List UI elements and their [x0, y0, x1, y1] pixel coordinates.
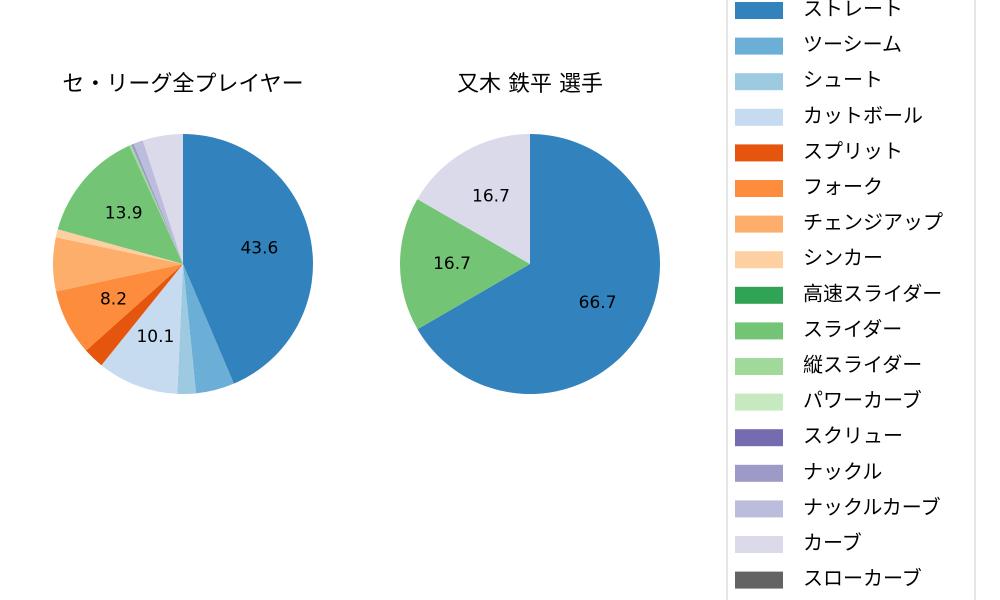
- legend-label: スクリュー: [803, 424, 903, 448]
- legend-swatch: [735, 286, 783, 304]
- legend-swatch: [735, 108, 783, 126]
- pie-slice: [399, 199, 530, 330]
- legend-swatch: [735, 215, 783, 233]
- legend-swatch: [735, 464, 783, 482]
- legend-swatch: [735, 393, 783, 411]
- slice-label: 66.7: [579, 293, 617, 313]
- legend-label: 高速スライダー: [803, 281, 942, 305]
- legend-label: ストレート: [803, 0, 903, 21]
- legend-swatch: [735, 500, 783, 518]
- legend-label: シンカー: [803, 246, 883, 270]
- pie-slice: [57, 145, 183, 264]
- legend-label: ナックル: [803, 459, 882, 483]
- legend-label: シュート: [803, 68, 883, 92]
- legend-swatch: [735, 37, 783, 55]
- legend-swatch: [735, 73, 783, 91]
- pie-slice: [142, 134, 183, 264]
- pie-slice: [417, 134, 661, 394]
- legend-swatch: [735, 180, 783, 197]
- legend-label: スプリット: [803, 139, 903, 163]
- legend-swatch: [735, 322, 783, 340]
- pie-slice: [55, 229, 183, 264]
- chart-title: 又木 鉄平 選手: [457, 72, 603, 97]
- legend-label: カットボール: [803, 103, 923, 127]
- legend-swatch: [735, 536, 783, 553]
- legend-label: パワーカーブ: [803, 388, 922, 412]
- legend-swatch: [735, 2, 783, 19]
- legend-label: カーブ: [803, 531, 862, 555]
- legend-label: ツーシーム: [803, 32, 902, 56]
- pie-slice: [417, 134, 530, 264]
- pie-slice: [183, 264, 234, 394]
- pie-slice: [133, 140, 183, 264]
- legend-frame: [726, 0, 976, 600]
- slice-label: 16.7: [472, 186, 510, 206]
- legend-swatch: [735, 571, 783, 589]
- legend-label: ナックルカーブ: [803, 495, 941, 519]
- slice-label: 13.9: [105, 203, 143, 223]
- pie-slice: [177, 264, 197, 394]
- pie-slice: [131, 143, 183, 264]
- legend-label: スライダー: [803, 317, 902, 341]
- legend-swatch: [735, 429, 783, 447]
- slice-label: 10.1: [136, 327, 174, 347]
- pie-slice: [52, 237, 183, 292]
- legend-swatch: [735, 251, 783, 269]
- pie-slice: [55, 264, 184, 351]
- legend-label: チェンジアップ: [803, 210, 943, 234]
- slice-label: 43.6: [240, 238, 278, 258]
- legend-label: フォーク: [803, 175, 883, 199]
- pie-slice: [101, 264, 183, 394]
- legend-label: スローカーブ: [803, 566, 922, 590]
- legend-swatch: [735, 144, 783, 162]
- slice-label: 8.2: [100, 289, 127, 309]
- slice-label: 16.7: [433, 254, 471, 274]
- legend-label: 縦スライダー: [803, 353, 922, 377]
- chart-title: セ・リーグ全プレイヤー: [62, 72, 303, 97]
- pie-slice: [129, 144, 183, 264]
- pie-slice: [86, 264, 183, 366]
- pie-slice: [183, 134, 313, 384]
- legend-swatch: [735, 358, 783, 375]
